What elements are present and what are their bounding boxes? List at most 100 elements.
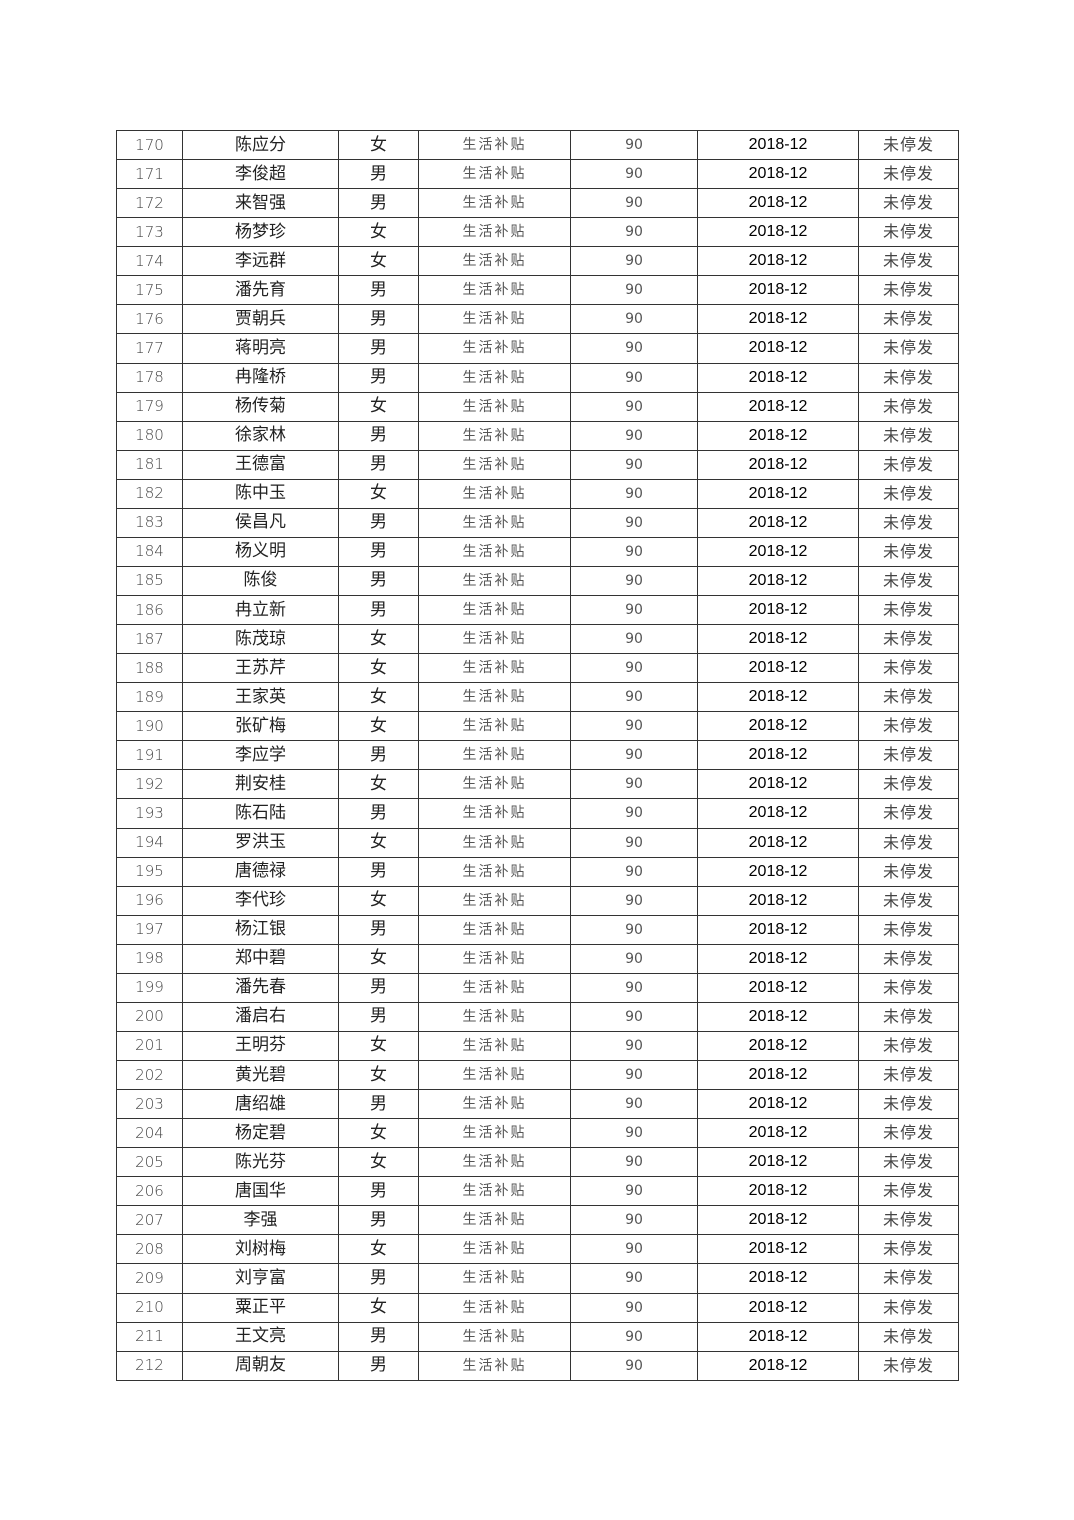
status-cell: 未停发 [858,624,959,655]
subsidy-type-cell: 生活补贴 [418,711,571,742]
table-row: 194 罗洪玉女生活补贴 90 2018-12 未停发 [116,827,959,858]
row-number-cell: 187 [116,624,183,655]
amount-cell: 90 [570,246,698,277]
status-cell: 未停发 [858,304,959,335]
gender-cell: 男 [338,565,419,597]
status-cell: 未停发 [858,449,959,480]
status-cell: 未停发 [858,594,959,626]
amount-cell: 90 [570,798,698,829]
gender-cell: 女 [338,711,419,742]
subsidy-type-cell: 生活补贴 [418,391,571,422]
row-number-cell: 177 [116,333,183,364]
subsidy-type-cell: 生活补贴 [418,740,571,771]
table-row: 173 杨梦珍女生活补贴 90 2018-12 未停发 [116,217,959,248]
subsidy-type-cell: 生活补贴 [418,1089,571,1120]
person-name-cell: 杨定碧 [182,1118,339,1149]
table-row: 206 唐国华男生活补贴 90 2018-12 未停发 [116,1176,959,1207]
gender-cell: 男 [338,536,419,567]
amount-cell: 90 [570,1001,698,1032]
amount-cell: 90 [570,972,698,1003]
amount-cell: 90 [570,1030,698,1062]
person-name-cell: 杨义明 [182,536,339,567]
month-cell: 2018-12 [697,1118,859,1149]
status-cell: 未停发 [858,885,959,916]
gender-cell: 男 [338,507,419,538]
person-name-cell: 冉立新 [182,594,339,626]
month-cell: 2018-12 [697,1321,859,1352]
row-number-cell: 181 [116,449,183,480]
row-number-cell: 194 [116,827,183,858]
subsidy-type-cell: 生活补贴 [418,827,571,858]
person-name-cell: 潘启右 [182,1001,339,1032]
status-cell: 未停发 [858,1030,959,1062]
table-row: 178 冉隆桥男生活补贴 90 2018-12 未停发 [116,362,959,393]
month-cell: 2018-12 [697,1263,859,1294]
amount-cell: 90 [570,1118,698,1149]
table-row: 185 陈俊男生活补贴 90 2018-12 未停发 [116,565,959,597]
amount-cell: 90 [570,1263,698,1294]
month-cell: 2018-12 [697,217,859,248]
status-cell: 未停发 [858,1089,959,1120]
table-row: 209 刘亨富男生活补贴 90 2018-12 未停发 [116,1263,959,1294]
amount-cell: 90 [570,827,698,858]
subsidy-type-cell: 生活补贴 [418,159,571,190]
person-name-cell: 徐家林 [182,420,339,451]
gender-cell: 男 [338,1001,419,1032]
status-cell: 未停发 [858,159,959,190]
subsidy-type-cell: 生活补贴 [418,1263,571,1294]
subsidy-type-cell: 生活补贴 [418,856,571,887]
subsidy-type-cell: 生活补贴 [418,1292,571,1323]
table-row: 212 周朝友男生活补贴 90 2018-12 未停发 [116,1350,959,1381]
table-row: 188 王苏芹女生活补贴 90 2018-12 未停发 [116,653,959,684]
gender-cell: 女 [338,682,419,713]
gender-cell: 男 [338,1321,419,1352]
status-cell: 未停发 [858,827,959,858]
amount-cell: 90 [570,653,698,684]
subsidy-type-cell: 生活补贴 [418,536,571,567]
status-cell: 未停发 [858,275,959,306]
table-row: 210 粟正平女生活补贴 90 2018-12 未停发 [116,1292,959,1323]
gender-cell: 男 [338,333,419,364]
month-cell: 2018-12 [697,362,859,393]
gender-cell: 男 [338,1176,419,1207]
person-name-cell: 郑中碧 [182,943,339,974]
status-cell: 未停发 [858,1321,959,1352]
subsidy-type-cell: 生活补贴 [418,1350,571,1381]
status-cell: 未停发 [858,711,959,742]
status-cell: 未停发 [858,1118,959,1149]
row-number-cell: 207 [116,1205,183,1236]
gender-cell: 女 [338,1118,419,1149]
row-number-cell: 170 [116,129,183,161]
month-cell: 2018-12 [697,391,859,422]
subsidy-table: 170 陈应分女生活补贴 90 2018-12 未停发 171 李俊超男生活补贴 90 2018… [116,129,959,1381]
status-cell: 未停发 [858,391,959,422]
person-name-cell: 刘亨富 [182,1263,339,1294]
person-name-cell: 李俊超 [182,159,339,190]
row-number-cell: 171 [116,159,183,190]
status-cell: 未停发 [858,972,959,1003]
month-cell: 2018-12 [697,565,859,597]
amount-cell: 90 [570,217,698,248]
status-cell: 未停发 [858,565,959,597]
month-cell: 2018-12 [697,1292,859,1323]
amount-cell: 90 [570,1059,698,1091]
status-cell: 未停发 [858,507,959,538]
gender-cell: 女 [338,1059,419,1091]
person-name-cell: 唐国华 [182,1176,339,1207]
status-cell: 未停发 [858,1263,959,1294]
amount-cell: 90 [570,536,698,567]
row-number-cell: 212 [116,1350,183,1381]
amount-cell: 90 [570,943,698,974]
table-row: 198 郑中碧女生活补贴 90 2018-12 未停发 [116,943,959,974]
table-row: 204 杨定碧女生活补贴 90 2018-12 未停发 [116,1118,959,1149]
amount-cell: 90 [570,159,698,190]
subsidy-type-cell: 生活补贴 [418,914,571,945]
status-cell: 未停发 [858,1176,959,1207]
gender-cell: 女 [338,1292,419,1323]
month-cell: 2018-12 [697,972,859,1003]
status-cell: 未停发 [858,188,959,219]
person-name-cell: 蒋明亮 [182,333,339,364]
subsidy-type-cell: 生活补贴 [418,624,571,655]
gender-cell: 女 [338,391,419,422]
gender-cell: 男 [338,1089,419,1120]
